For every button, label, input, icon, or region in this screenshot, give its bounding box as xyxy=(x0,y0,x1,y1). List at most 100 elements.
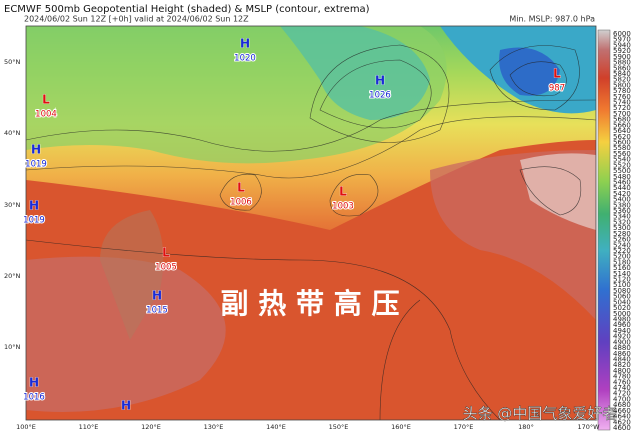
colorbar-label: 5620 xyxy=(613,133,631,141)
colorbar-label: 5420 xyxy=(613,190,631,198)
colorbar-label: 5000 xyxy=(613,310,631,318)
colorbar-label: 4740 xyxy=(613,384,631,392)
colorbar-label: 5140 xyxy=(613,270,631,278)
colorbar-label: 5840 xyxy=(613,70,631,78)
colorbar-label: 4940 xyxy=(613,327,631,335)
system-pressure: 1019 xyxy=(23,216,45,226)
colorbar-label: 5800 xyxy=(613,81,631,89)
cyan-region xyxy=(280,26,430,120)
annotation: 副 热 带 高 压 xyxy=(221,287,400,320)
colorbar-label: 6000 xyxy=(613,30,631,38)
colorbar-label: 5680 xyxy=(613,116,631,124)
lat-label: 50°N xyxy=(4,58,21,66)
colorbar-label: 5360 xyxy=(613,207,631,215)
colorbar-label: 4960 xyxy=(613,321,631,329)
lon-label: 160°E xyxy=(391,423,411,431)
system-pressure: 1020 xyxy=(234,54,256,64)
colorbar-label: 5970 xyxy=(613,36,631,44)
colorbar-label: 5320 xyxy=(613,218,631,226)
low-core xyxy=(499,47,560,96)
colorbar-label: 5560 xyxy=(613,150,631,158)
colorbar-label: 5520 xyxy=(613,161,631,169)
system-type: L xyxy=(237,181,245,195)
colorbar-label: 5300 xyxy=(613,224,631,232)
colorbar-label: 5260 xyxy=(613,236,631,244)
system-type: H xyxy=(121,399,131,413)
colorbar-label: 4840 xyxy=(613,355,631,363)
colorbar-label: 5860 xyxy=(613,64,631,72)
colorbar-label: 4920 xyxy=(613,333,631,341)
colorbar-label: 5220 xyxy=(613,247,631,255)
colorbar-label: 4900 xyxy=(613,338,631,346)
colorbar-label: 5600 xyxy=(613,138,631,146)
colorbar-label: 4620 xyxy=(613,418,631,426)
colorbar-label: 5380 xyxy=(613,201,631,209)
lon-label: 180° xyxy=(518,423,534,431)
contours xyxy=(25,44,597,421)
lon-label: 170°W xyxy=(577,423,600,431)
colorbar-label: 4600 xyxy=(613,424,631,432)
colorbar-label: 5400 xyxy=(613,196,631,204)
colorbar-label: 5280 xyxy=(613,230,631,238)
colorbar-label: 5880 xyxy=(613,59,631,67)
lat-label: 20°N xyxy=(4,272,21,280)
system-type: L xyxy=(42,93,50,107)
colorbar-label: 5160 xyxy=(613,264,631,272)
lon-label: 130°E xyxy=(204,423,224,431)
colorbar-label: 4880 xyxy=(613,344,631,352)
colorbar-label: 5500 xyxy=(613,167,631,175)
colorbar-label: 5340 xyxy=(613,213,631,221)
system-type: L xyxy=(339,185,347,199)
system-pressure: 1016 xyxy=(23,393,45,403)
colorbar-label: 5940 xyxy=(613,41,631,49)
system-type: H xyxy=(375,74,385,88)
lon-label: 100°E xyxy=(16,423,36,431)
land xyxy=(100,210,164,340)
system-type: L xyxy=(162,246,170,260)
colorbar-label: 4760 xyxy=(613,378,631,386)
colorbar-label: 5660 xyxy=(613,121,631,129)
lon-label: 140°E xyxy=(266,423,286,431)
colorbar-label: 4640 xyxy=(613,413,631,421)
subtitle: 2024/06/02 Sun 12Z [+0h] valid at 2024/0… xyxy=(24,15,249,24)
system-pressure: 1005 xyxy=(155,263,177,273)
colorbar-label: 5080 xyxy=(613,287,631,295)
colorbar xyxy=(597,29,611,431)
title: ECMWF 500mb Geopotential Height (shaded)… xyxy=(4,4,370,15)
colorbar-label: 5900 xyxy=(613,53,631,61)
high-core-center xyxy=(520,153,596,230)
system-pressure: 987 xyxy=(549,84,565,94)
colorbar-label: 5100 xyxy=(613,281,631,289)
colorbar-label: 4680 xyxy=(613,401,631,409)
system-type: H xyxy=(240,37,250,51)
colorbar-label: 4980 xyxy=(613,316,631,324)
colorbar-label: 5180 xyxy=(613,258,631,266)
watermark: 头条 @中国气象爱好者 xyxy=(463,405,618,423)
colorbar-label: 5200 xyxy=(613,253,631,261)
map-frame xyxy=(25,25,597,421)
lon-label: 120°E xyxy=(141,423,161,431)
colorbar-label: 5480 xyxy=(613,173,631,181)
lon-label: 110°E xyxy=(79,423,99,431)
colorbar-label: 5760 xyxy=(613,93,631,101)
system-pressure: 1019 xyxy=(25,160,47,170)
colorbar-label: 5020 xyxy=(613,304,631,312)
colorbar-label: 5820 xyxy=(613,76,631,84)
lat-label: 40°N xyxy=(4,129,21,137)
colorbar-label: 5460 xyxy=(613,178,631,186)
high-core-w xyxy=(26,256,226,412)
system-pressure: 1026 xyxy=(369,91,391,101)
colorbar-label: 5440 xyxy=(613,184,631,192)
system-pressure: 1006 xyxy=(230,198,252,208)
colorbar-label: 5700 xyxy=(613,110,631,118)
colorbar-label: 5060 xyxy=(613,293,631,301)
lon-label: 170°E xyxy=(454,423,474,431)
colorbar-label: 4720 xyxy=(613,390,631,398)
colorbar-label: 4700 xyxy=(613,395,631,403)
colorbar-label: 4780 xyxy=(613,373,631,381)
system-type: H xyxy=(29,199,39,213)
system-pressure: 1003 xyxy=(332,202,354,212)
colorbar-label: 5640 xyxy=(613,127,631,135)
colorbar-label: 5240 xyxy=(613,241,631,249)
